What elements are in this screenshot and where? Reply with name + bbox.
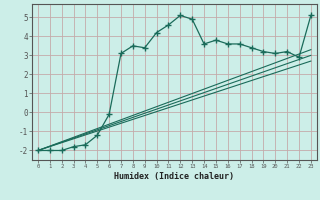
X-axis label: Humidex (Indice chaleur): Humidex (Indice chaleur): [115, 172, 234, 181]
